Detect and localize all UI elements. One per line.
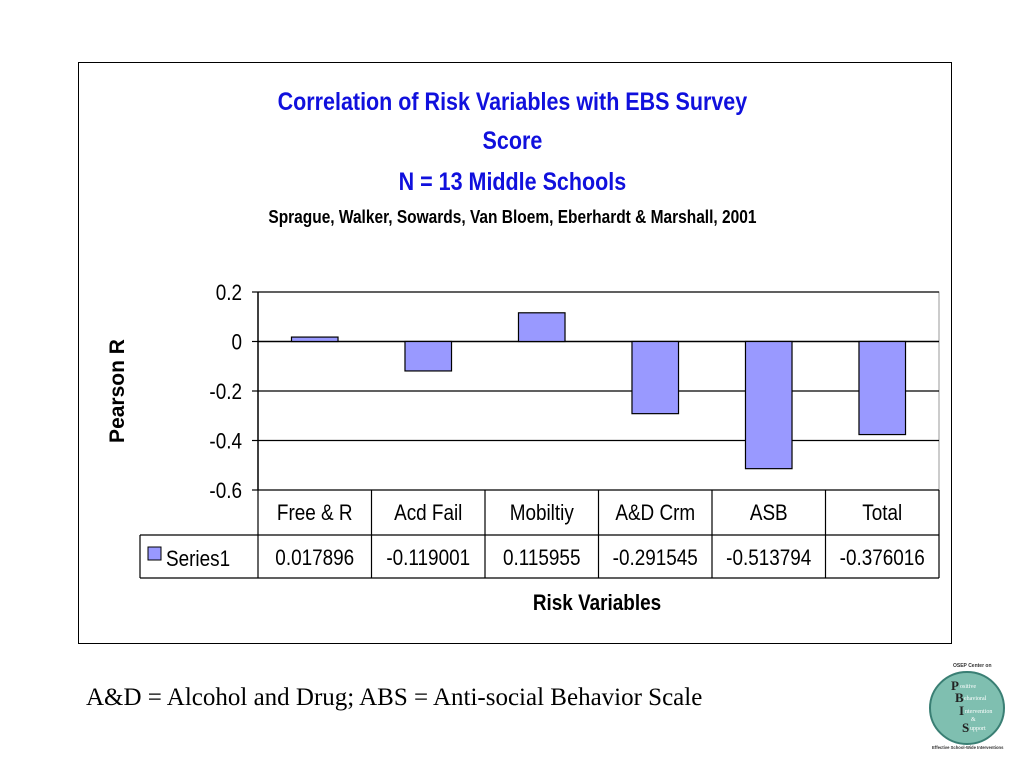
y-tick-label: -0.4 <box>209 429 242 454</box>
pbis-logo-icon: OSEP Center on P ositive B ehavioral I n… <box>929 663 1005 750</box>
bar <box>404 340 453 372</box>
data-value-label: -0.513794 <box>726 546 811 571</box>
logo-ampersand: & <box>971 717 976 723</box>
y-axis-title: Pearson R <box>106 339 129 443</box>
logo-letter-i: I <box>959 703 964 718</box>
logo-letter-p: P <box>951 678 959 693</box>
y-tick-label: -0.6 <box>209 479 242 504</box>
x-category-label: A&D Crm <box>615 501 695 526</box>
x-category-label: Free & R <box>277 501 353 526</box>
x-axis-title: Risk Variables <box>533 591 661 616</box>
footnote: A&D = Alcohol and Drug; ABS = Anti-socia… <box>86 684 703 711</box>
chart-title-line-1: Correlation of Risk Variables with EBS S… <box>277 88 748 116</box>
data-value-label: 0.115955 <box>503 546 580 571</box>
bar <box>744 340 793 470</box>
legend-swatch <box>147 546 162 561</box>
x-category-label: Mobiltiy <box>510 501 575 526</box>
y-tick-label: 0.2 <box>216 281 242 306</box>
logo-word-support: upport <box>970 726 986 732</box>
chart-subtitle: Sprague, Walker, Sowards, Van Bloem, Ebe… <box>268 207 757 227</box>
bar <box>517 312 566 343</box>
y-tick-label: -0.2 <box>209 380 242 405</box>
data-value-label: 0.017896 <box>275 546 354 571</box>
x-category-label: Acd Fail <box>394 501 462 526</box>
logo-word-behavioral: ehavioral <box>964 696 987 702</box>
data-value-label: -0.119001 <box>386 546 470 571</box>
logo-letter-s: S <box>962 720 969 735</box>
logo-word-intervention: ntervention <box>965 709 992 715</box>
chart-frame <box>78 62 952 644</box>
logo-word-positive: ositive <box>960 684 976 690</box>
x-category-label: Total <box>862 501 902 526</box>
logo-badge <box>929 671 1005 745</box>
legend-series-label: Series1 <box>166 547 230 572</box>
x-category-label: ASB <box>750 501 788 526</box>
logo-text-footer: Effective School-Wide Interventions <box>932 745 1004 750</box>
chart-title-line-3: N = 13 Middle Schools <box>398 168 627 196</box>
bar <box>858 340 907 436</box>
logo-text-header: OSEP Center on <box>953 663 992 669</box>
bar <box>290 336 339 343</box>
bar <box>631 340 680 415</box>
chart-title-line-2: Score <box>482 127 543 155</box>
data-value-label: -0.291545 <box>613 546 698 571</box>
logo-letter-b: B <box>955 690 964 705</box>
y-tick-label: 0 <box>231 330 242 355</box>
data-value-label: -0.376016 <box>840 546 925 571</box>
